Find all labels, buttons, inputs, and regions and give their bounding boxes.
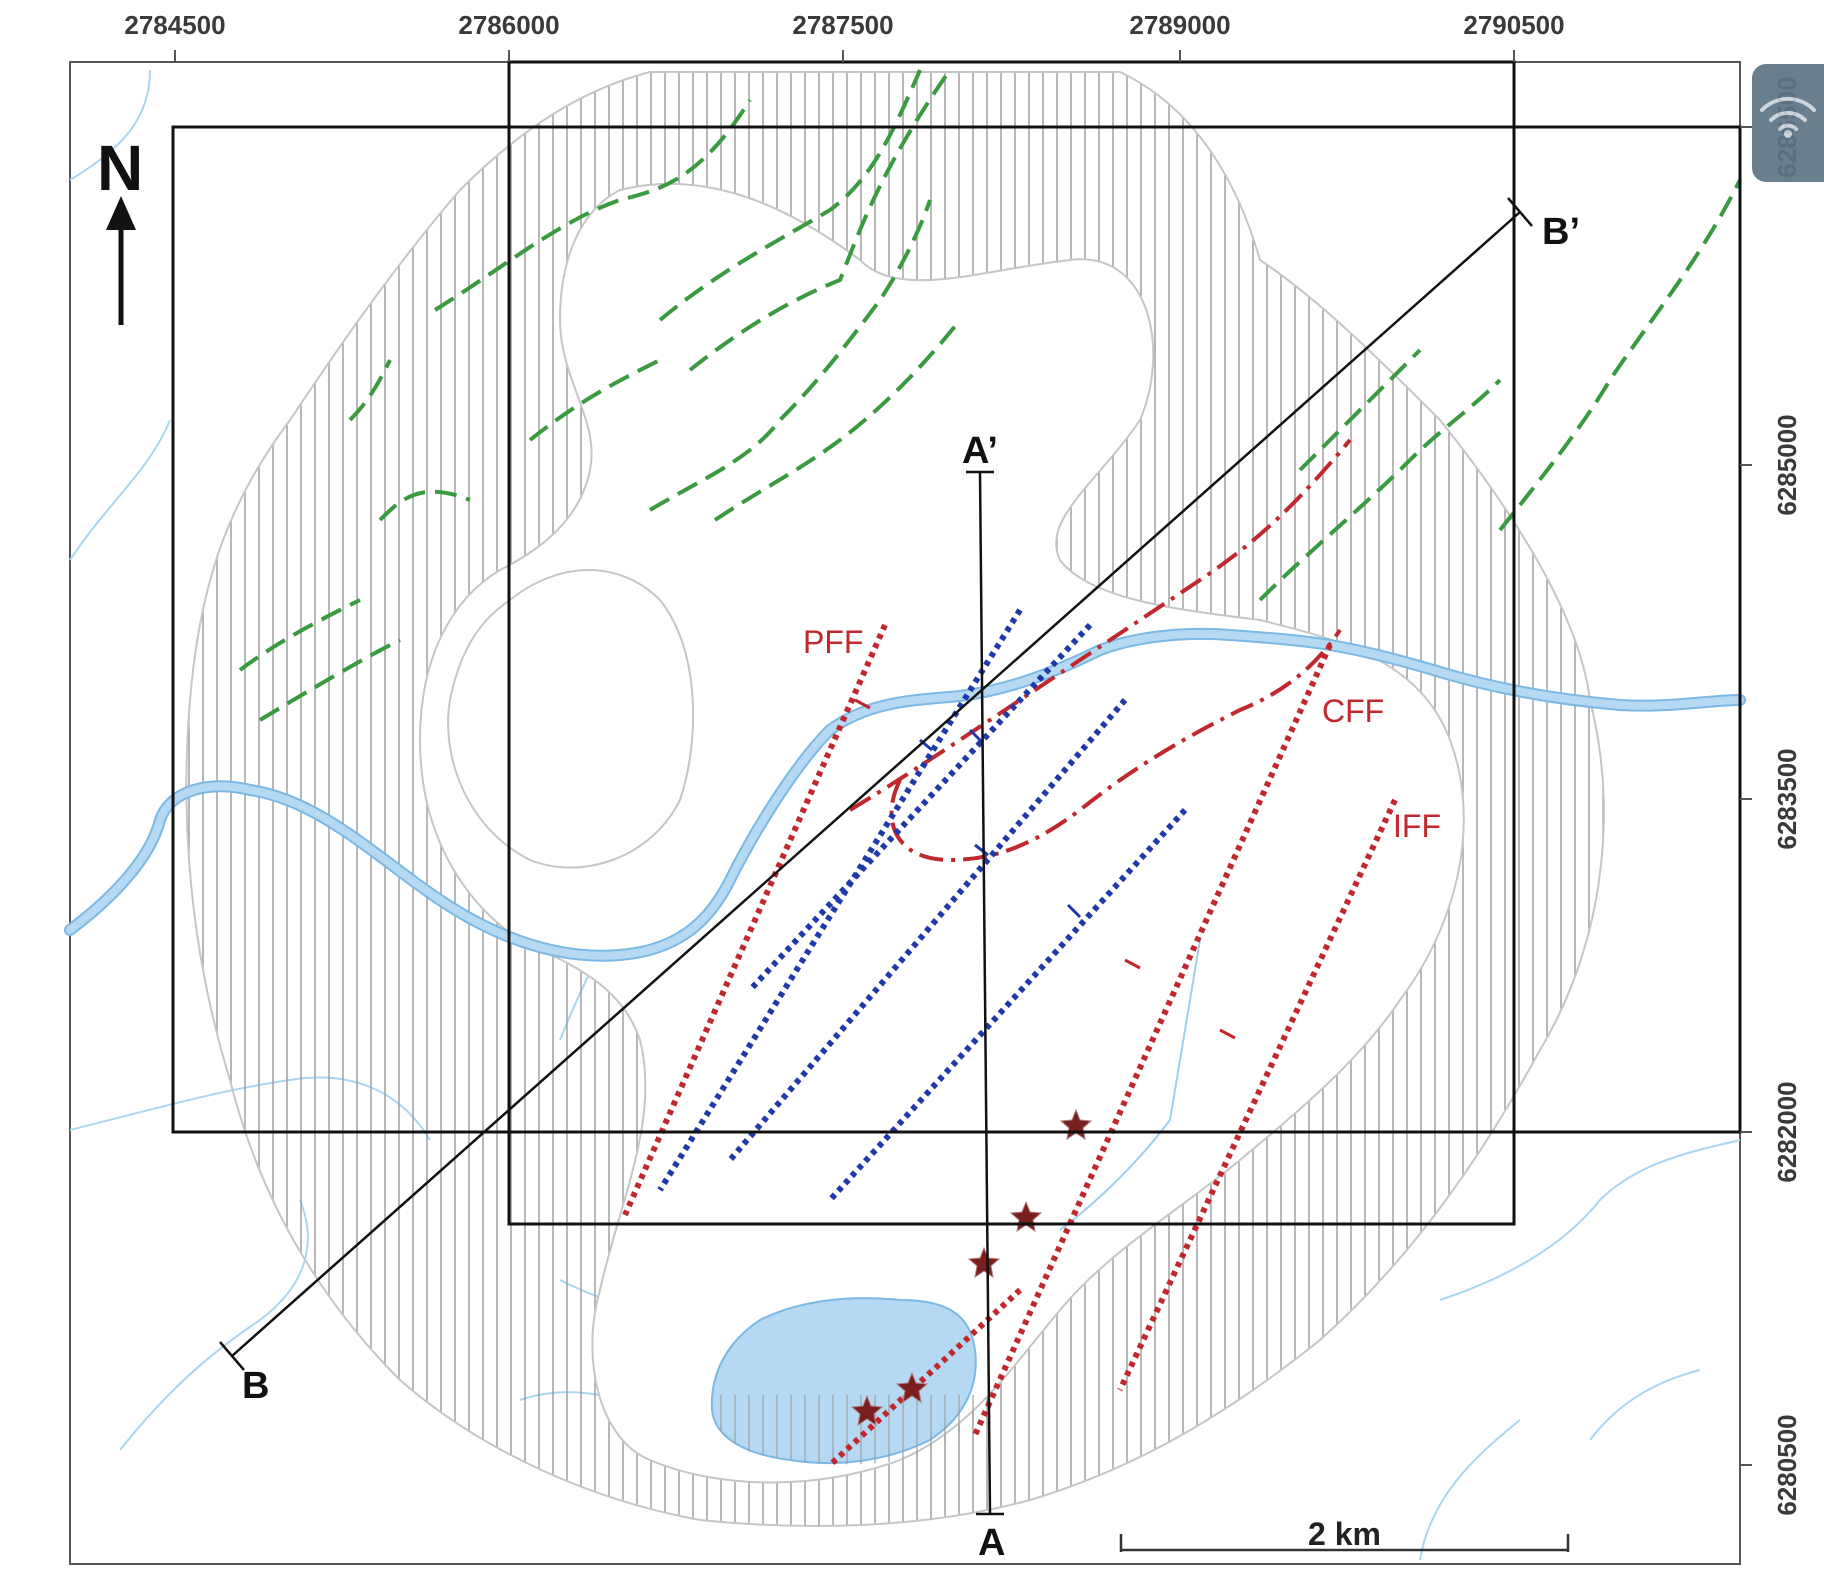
north-arrow: N (97, 132, 143, 325)
x-tick-label: 2786000 (458, 10, 559, 40)
x-tick-label: 2787500 (792, 10, 893, 40)
lake-hatch (712, 1395, 975, 1465)
scale-bar (1119, 1534, 1570, 1552)
north-arrow-icon (106, 196, 136, 230)
fault-label-iff: IFF (1393, 808, 1441, 844)
study-area-box-tall (507, 60, 1516, 1226)
star-marker (967, 1246, 1001, 1279)
overlay-badge[interactable] (1752, 64, 1824, 182)
y-tick-label: 6285000 (1772, 414, 1802, 515)
y-tick-label: 6283500 (1772, 748, 1802, 849)
section-a-label: A (978, 1522, 1005, 1564)
x-tick-label: 2790500 (1463, 10, 1564, 40)
section-b-prime-label: B’ (1542, 211, 1580, 253)
wifi-icon (1760, 96, 1816, 138)
scale-bar-label: 2 km (1308, 1516, 1381, 1552)
red-dashdot-faults (848, 438, 1352, 863)
fault-tick-marks (854, 698, 1236, 1040)
section-a-line (978, 471, 992, 1515)
fault-label-pff: PFF (803, 624, 863, 660)
cross-section-lines (219, 197, 1533, 1516)
x-axis (174, 50, 1515, 62)
star-marker (850, 1394, 884, 1427)
river-tributary (1059, 939, 1201, 1231)
y-tick-label: 6282000 (1772, 1081, 1802, 1182)
fault-label-cff: CFF (1322, 693, 1384, 729)
green-faults (238, 68, 1742, 722)
blue-dotted-faults (657, 608, 1188, 1203)
section-a-prime-label: A’ (962, 430, 998, 472)
section-b-label: B (242, 1365, 269, 1407)
study-area-box-wide (171, 125, 1742, 1134)
north-label: N (97, 132, 143, 204)
section-b-line (231, 211, 1521, 1357)
y-axis (1740, 126, 1752, 1466)
y-tick-label: 6280500 (1772, 1414, 1802, 1515)
x-tick-label: 2789000 (1129, 10, 1230, 40)
star-marker (895, 1371, 929, 1404)
x-tick-label: 2784500 (124, 10, 225, 40)
